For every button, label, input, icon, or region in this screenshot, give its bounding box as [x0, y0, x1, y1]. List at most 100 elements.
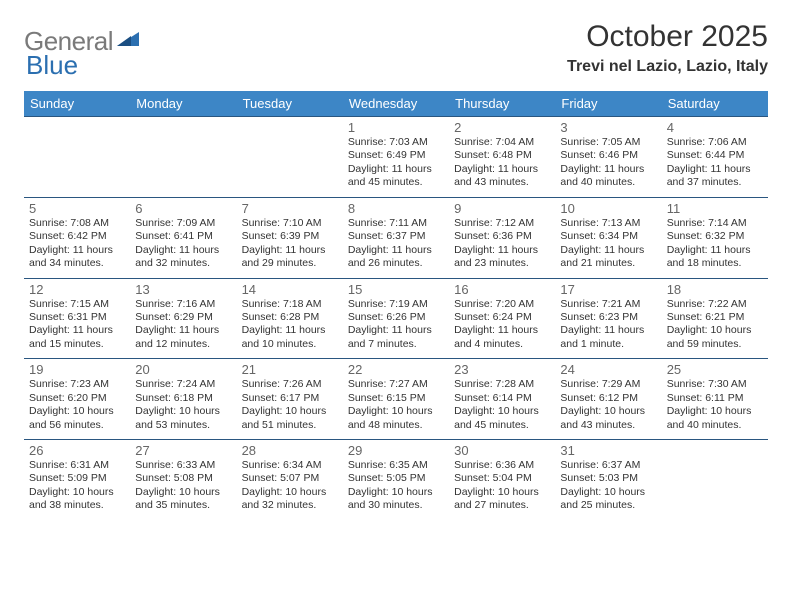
- sunset-text: Sunset: 6:36 PM: [454, 230, 550, 243]
- calendar-cell: 15Sunrise: 7:19 AMSunset: 6:26 PMDayligh…: [343, 278, 449, 359]
- cell-detail: Sunrise: 7:27 AMSunset: 6:15 PMDaylight:…: [348, 378, 444, 432]
- sunrise-text: Sunrise: 7:06 AM: [667, 136, 763, 149]
- sunset-text: Sunset: 5:05 PM: [348, 472, 444, 485]
- sunrise-text: Sunrise: 7:24 AM: [135, 378, 231, 391]
- sunrise-text: Sunrise: 6:31 AM: [29, 459, 125, 472]
- day-number: 15: [348, 282, 444, 297]
- day-number: 20: [135, 362, 231, 377]
- calendar-cell: 20Sunrise: 7:24 AMSunset: 6:18 PMDayligh…: [130, 359, 236, 440]
- sunset-text: Sunset: 6:44 PM: [667, 149, 763, 162]
- calendar-cell: 3Sunrise: 7:05 AMSunset: 6:46 PMDaylight…: [555, 117, 661, 198]
- sunrise-text: Sunrise: 7:27 AM: [348, 378, 444, 391]
- day-number: 18: [667, 282, 763, 297]
- day-number: 9: [454, 201, 550, 216]
- sunset-text: Sunset: 5:08 PM: [135, 472, 231, 485]
- sunset-text: Sunset: 5:03 PM: [560, 472, 656, 485]
- calendar-cell: 11Sunrise: 7:14 AMSunset: 6:32 PMDayligh…: [662, 197, 768, 278]
- day-number: 22: [348, 362, 444, 377]
- sunset-text: Sunset: 5:07 PM: [242, 472, 338, 485]
- cell-detail: Sunrise: 7:19 AMSunset: 6:26 PMDaylight:…: [348, 298, 444, 352]
- sunset-text: Sunset: 6:15 PM: [348, 392, 444, 405]
- daylight1-text: Daylight: 11 hours: [560, 244, 656, 257]
- cell-detail: Sunrise: 7:16 AMSunset: 6:29 PMDaylight:…: [135, 298, 231, 352]
- cell-detail: Sunrise: 7:05 AMSunset: 6:46 PMDaylight:…: [560, 136, 656, 190]
- daylight2-text: and 37 minutes.: [667, 176, 763, 189]
- sunrise-text: Sunrise: 7:26 AM: [242, 378, 338, 391]
- daylight2-text: and 26 minutes.: [348, 257, 444, 270]
- day-number: 26: [29, 443, 125, 458]
- daylight1-text: Daylight: 11 hours: [29, 324, 125, 337]
- weekday-header: Wednesday: [343, 91, 449, 117]
- day-number: 4: [667, 120, 763, 135]
- day-number: 14: [242, 282, 338, 297]
- calendar-cell: 2Sunrise: 7:04 AMSunset: 6:48 PMDaylight…: [449, 117, 555, 198]
- day-number: 17: [560, 282, 656, 297]
- sunrise-text: Sunrise: 7:09 AM: [135, 217, 231, 230]
- cell-detail: Sunrise: 7:12 AMSunset: 6:36 PMDaylight:…: [454, 217, 550, 271]
- calendar-cell: 23Sunrise: 7:28 AMSunset: 6:14 PMDayligh…: [449, 359, 555, 440]
- sunset-text: Sunset: 6:12 PM: [560, 392, 656, 405]
- sunrise-text: Sunrise: 7:19 AM: [348, 298, 444, 311]
- calendar-cell: 14Sunrise: 7:18 AMSunset: 6:28 PMDayligh…: [237, 278, 343, 359]
- daylight1-text: Daylight: 11 hours: [242, 324, 338, 337]
- daylight2-text: and 27 minutes.: [454, 499, 550, 512]
- daylight1-text: Daylight: 10 hours: [454, 486, 550, 499]
- cell-detail: Sunrise: 7:30 AMSunset: 6:11 PMDaylight:…: [667, 378, 763, 432]
- day-number: 7: [242, 201, 338, 216]
- daylight1-text: Daylight: 11 hours: [29, 244, 125, 257]
- sunrise-text: Sunrise: 6:37 AM: [560, 459, 656, 472]
- daylight2-text: and 40 minutes.: [560, 176, 656, 189]
- calendar-cell: 22Sunrise: 7:27 AMSunset: 6:15 PMDayligh…: [343, 359, 449, 440]
- sunset-text: Sunset: 6:17 PM: [242, 392, 338, 405]
- calendar-cell: 1Sunrise: 7:03 AMSunset: 6:49 PMDaylight…: [343, 117, 449, 198]
- day-number: 19: [29, 362, 125, 377]
- daylight2-text: and 35 minutes.: [135, 499, 231, 512]
- daylight2-text: and 43 minutes.: [560, 419, 656, 432]
- daylight2-text: and 23 minutes.: [454, 257, 550, 270]
- cell-detail: Sunrise: 6:33 AMSunset: 5:08 PMDaylight:…: [135, 459, 231, 513]
- day-number: 25: [667, 362, 763, 377]
- calendar-cell: 29Sunrise: 6:35 AMSunset: 5:05 PMDayligh…: [343, 440, 449, 520]
- cell-detail: Sunrise: 7:13 AMSunset: 6:34 PMDaylight:…: [560, 217, 656, 271]
- sunset-text: Sunset: 6:14 PM: [454, 392, 550, 405]
- calendar-cell: [130, 117, 236, 198]
- calendar-row: 26Sunrise: 6:31 AMSunset: 5:09 PMDayligh…: [24, 440, 768, 520]
- month-title: October 2025: [567, 20, 768, 54]
- daylight2-text: and 29 minutes.: [242, 257, 338, 270]
- daylight2-text: and 51 minutes.: [242, 419, 338, 432]
- day-number: 31: [560, 443, 656, 458]
- daylight2-text: and 45 minutes.: [348, 176, 444, 189]
- sunrise-text: Sunrise: 7:08 AM: [29, 217, 125, 230]
- sunrise-text: Sunrise: 6:33 AM: [135, 459, 231, 472]
- cell-detail: Sunrise: 6:36 AMSunset: 5:04 PMDaylight:…: [454, 459, 550, 513]
- daylight1-text: Daylight: 10 hours: [242, 405, 338, 418]
- calendar-cell: 28Sunrise: 6:34 AMSunset: 5:07 PMDayligh…: [237, 440, 343, 520]
- daylight2-text: and 21 minutes.: [560, 257, 656, 270]
- sunrise-text: Sunrise: 7:22 AM: [667, 298, 763, 311]
- daylight1-text: Daylight: 11 hours: [454, 324, 550, 337]
- sunrise-text: Sunrise: 7:20 AM: [454, 298, 550, 311]
- day-number: 11: [667, 201, 763, 216]
- calendar-cell: 4Sunrise: 7:06 AMSunset: 6:44 PMDaylight…: [662, 117, 768, 198]
- calendar-cell: 7Sunrise: 7:10 AMSunset: 6:39 PMDaylight…: [237, 197, 343, 278]
- sunset-text: Sunset: 6:26 PM: [348, 311, 444, 324]
- weekday-header-row: Sunday Monday Tuesday Wednesday Thursday…: [24, 91, 768, 117]
- logo-text-2: Blue: [26, 50, 78, 81]
- calendar-cell: 8Sunrise: 7:11 AMSunset: 6:37 PMDaylight…: [343, 197, 449, 278]
- day-number: 1: [348, 120, 444, 135]
- sunset-text: Sunset: 6:28 PM: [242, 311, 338, 324]
- sunset-text: Sunset: 5:04 PM: [454, 472, 550, 485]
- daylight1-text: Daylight: 11 hours: [667, 244, 763, 257]
- daylight2-text: and 4 minutes.: [454, 338, 550, 351]
- day-number: 10: [560, 201, 656, 216]
- daylight2-text: and 48 minutes.: [348, 419, 444, 432]
- calendar-cell: [662, 440, 768, 520]
- daylight2-text: and 40 minutes.: [667, 419, 763, 432]
- day-number: 28: [242, 443, 338, 458]
- daylight1-text: Daylight: 11 hours: [242, 244, 338, 257]
- calendar-row: 1Sunrise: 7:03 AMSunset: 6:49 PMDaylight…: [24, 117, 768, 198]
- sunset-text: Sunset: 6:42 PM: [29, 230, 125, 243]
- sunset-text: Sunset: 6:46 PM: [560, 149, 656, 162]
- calendar-cell: 16Sunrise: 7:20 AMSunset: 6:24 PMDayligh…: [449, 278, 555, 359]
- calendar-cell: 19Sunrise: 7:23 AMSunset: 6:20 PMDayligh…: [24, 359, 130, 440]
